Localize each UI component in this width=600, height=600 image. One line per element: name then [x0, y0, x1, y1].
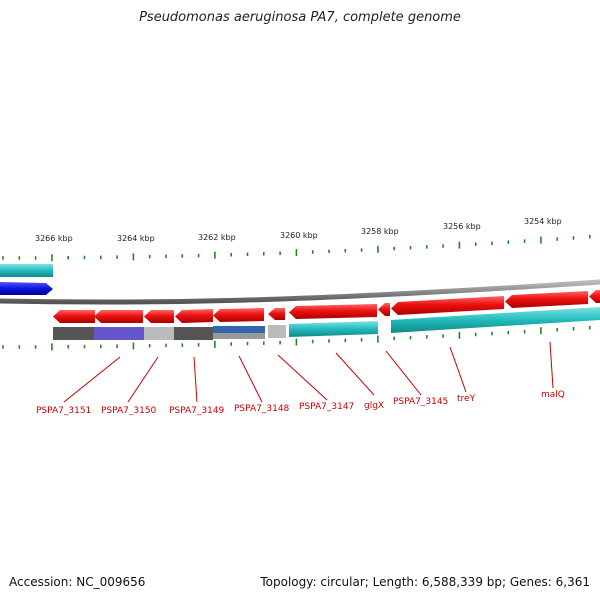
kbp-scale: 3266 kbp 3264 kbp 3262 kbp 3260 kbp 3258…: [35, 217, 562, 243]
kbp-mark: 3264 kbp: [117, 234, 155, 243]
cds-arrow: [144, 310, 174, 323]
genome-backbone: [0, 279, 600, 305]
feature-block: [268, 325, 286, 338]
cds-arrow: [505, 291, 588, 308]
gene-label-pspa7-3148: PSPA7_3148: [234, 404, 290, 414]
gene-label-trey: treY: [457, 394, 476, 404]
cds-arrow: [289, 304, 377, 319]
leader-line: [335, 352, 375, 396]
kbp-mark: 3256 kbp: [443, 222, 481, 231]
rna-feature-topleft: [0, 264, 53, 277]
feature-block: [174, 327, 213, 340]
accession-text: Accession: NC_009656: [9, 575, 146, 589]
feature-block: [213, 326, 265, 333]
feature-block: [213, 333, 265, 339]
feature-block: [144, 327, 174, 340]
gene-label-pspa7-3147: PSPA7_3147: [299, 402, 354, 412]
gene-label-malq: malQ: [541, 390, 565, 400]
leader-line: [193, 356, 198, 403]
feature-block: [53, 327, 94, 340]
feature-track: [53, 307, 600, 340]
topology-text: Topology: circular; Length: 6,588,339 bp…: [260, 575, 590, 589]
cds-arrow: [268, 308, 285, 320]
leader-line: [63, 356, 121, 403]
gene-label-pspa7-3150: PSPA7_3150: [101, 406, 157, 416]
kbp-mark: 3266 kbp: [35, 234, 73, 243]
kbp-mark: 3262 kbp: [198, 233, 236, 242]
leader-line: [127, 356, 159, 403]
bottom-tick-row: [2, 325, 591, 351]
cds-arrow: [213, 308, 264, 322]
leader-line: [449, 346, 467, 393]
gene-label-pspa7-3151: PSPA7_3151: [36, 406, 91, 416]
gene-labels: PSPA7_3151 PSPA7_3150 PSPA7_3149 PSPA7_3…: [36, 390, 565, 416]
cds-arrow: [53, 310, 95, 323]
gene-label-glgx: glgX: [364, 401, 384, 411]
cds-arrow: [589, 290, 600, 303]
cds-arrow: [94, 310, 143, 323]
kbp-mark: 3258 kbp: [361, 227, 399, 236]
cds-track: [53, 290, 600, 323]
leader-line: [385, 350, 422, 396]
kbp-mark: 3260 kbp: [280, 231, 318, 240]
blue-feature-topleft: [0, 282, 53, 295]
top-tick-row: [2, 235, 591, 262]
leader-line: [549, 341, 554, 389]
rna-feature: [391, 307, 600, 333]
map-title: Pseudomonas aeruginosa PA7, complete gen…: [139, 10, 461, 25]
gene-label-pspa7-3145: PSPA7_3145: [393, 397, 448, 407]
gene-label-pspa7-3149: PSPA7_3149: [169, 406, 225, 416]
rna-feature: [289, 321, 378, 337]
kbp-mark: 3254 kbp: [524, 217, 562, 226]
leader-lines: [63, 341, 554, 403]
feature-block: [94, 327, 144, 340]
cds-arrow: [391, 296, 504, 315]
cds-arrow: [175, 309, 213, 323]
cds-arrow: [378, 303, 390, 316]
leader-line: [277, 354, 328, 401]
leader-line: [238, 355, 263, 403]
